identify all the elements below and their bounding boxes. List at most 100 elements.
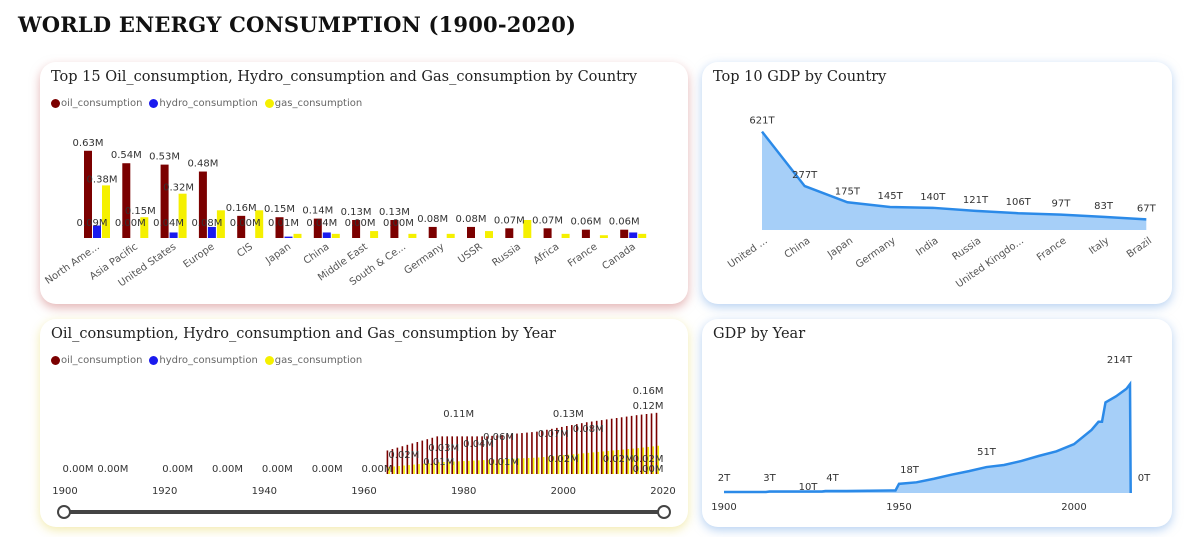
year-slider-end-handle[interactable] (657, 505, 671, 519)
legend-item-oil[interactable]: oil_consumption (51, 98, 142, 109)
bar-oil (426, 439, 429, 474)
bar-gas (413, 464, 415, 474)
legend-item-hydro[interactable]: hydro_consumption (149, 355, 258, 366)
bar-gas (293, 233, 302, 238)
data-label: 106T (1006, 197, 1032, 208)
bar-gas (561, 233, 570, 238)
data-label: 0.00M (345, 218, 376, 229)
gdp-line (724, 380, 1132, 494)
year-slider-start-handle[interactable] (57, 505, 71, 519)
bar-oil (581, 229, 590, 238)
x-tick-label: Canada (600, 241, 637, 272)
data-label: 97T (1051, 199, 1071, 210)
bar-gas (492, 459, 495, 474)
data-label: 0.38M (87, 174, 118, 185)
bar-gas (512, 458, 515, 474)
bar-oil (481, 436, 483, 474)
bar-gas (632, 448, 635, 474)
bar-gas (178, 193, 187, 238)
bar-gas (607, 450, 610, 474)
bar-gas (418, 464, 420, 474)
x-tick-label: Europe (182, 241, 217, 270)
data-label: 145T (877, 191, 903, 202)
x-tick-label: Japan (263, 241, 293, 267)
bar-oil (630, 415, 633, 474)
data-label: 0.48M (187, 159, 218, 170)
data-label: 140T (920, 192, 946, 203)
data-label: 0.00M (162, 464, 193, 475)
x-tick-label: 1960 (351, 486, 376, 497)
data-label: 0T (1138, 473, 1151, 484)
bar-gas (537, 457, 540, 474)
chart-legend[interactable]: oil_consumption hydro_consumption gas_co… (51, 98, 362, 109)
legend-item-hydro[interactable]: hydro_consumption (149, 98, 258, 109)
gdp-line (761, 130, 1147, 221)
data-label: 0.53M (149, 152, 180, 163)
legend-item-gas[interactable]: gas_consumption (264, 355, 362, 366)
legend-marker (149, 99, 159, 108)
bar-gas (552, 456, 555, 474)
data-label: 0.14M (302, 206, 333, 217)
bar-gas (408, 233, 417, 238)
bar-oil (531, 432, 533, 474)
bar-oil (411, 443, 414, 474)
data-label: 0.32M (163, 183, 194, 194)
bar-oil (620, 417, 623, 474)
x-tick-label: 2000 (1061, 502, 1086, 513)
bar-gas (443, 462, 445, 474)
bar-gas (642, 447, 645, 474)
bar-oil (650, 413, 653, 474)
x-tick-label: China (783, 235, 813, 260)
year-bar-chart[interactable]: 0.00M 0.00M 0.00M 0.00M 0.00M 0.00M 0.00M0.11M… (40, 319, 688, 527)
data-label: 0.02M (603, 454, 634, 465)
data-label: 0.00M (63, 464, 94, 475)
bar-oil (466, 436, 468, 474)
gdp-by-year-card: GDP by Year 2T 3T 10T 4T 18T 51T 214T 0T 1900 195… (702, 319, 1172, 527)
bar-oil (352, 220, 361, 238)
data-label: 0.13M (553, 409, 584, 420)
bar-gas (140, 217, 149, 238)
bar-gas (468, 460, 470, 474)
data-label: 0.06M (609, 217, 640, 228)
bar-oil (428, 226, 437, 238)
gdp-by-country-chart[interactable]: 621T 277T 175T 145T 140T 121T 106T 97T 83T 67T Uni… (702, 62, 1172, 304)
bar-oil (655, 412, 658, 474)
x-tick-label: Russia (490, 241, 523, 268)
gdp-by-year-chart[interactable]: 2T 3T 10T 4T 18T 51T 214T 0T 1900 1950 2000 (702, 319, 1172, 527)
chart-legend[interactable]: oil_consumption hydro_consumption gas_co… (51, 355, 362, 366)
data-label: 0.12M (633, 401, 664, 412)
bar-oil (595, 420, 598, 474)
page-title: WORLD ENERGY CONSUMPTION (1900-2020) (18, 12, 577, 37)
area-fill (762, 131, 1147, 230)
x-tick-label: Japan (825, 235, 855, 261)
data-label: 0.03M (428, 443, 459, 454)
bar-gas (497, 459, 500, 474)
bar-gas (557, 455, 560, 474)
bar-oil (416, 442, 419, 474)
bar-gas (647, 446, 650, 474)
bar-gas (599, 235, 608, 238)
legend-marker (51, 99, 60, 108)
bar-oil (640, 414, 643, 474)
x-tick-label: Brazil (1125, 235, 1154, 260)
bar-gas (370, 231, 379, 238)
legend-item-gas[interactable]: gas_consumption (264, 98, 362, 109)
x-tick-label: CIS (235, 241, 255, 259)
bar-gas (562, 455, 565, 474)
bar-gas (458, 461, 460, 474)
data-label: 0.04M (306, 218, 337, 229)
bar-oil (645, 414, 648, 474)
x-tick-label: 1940 (252, 486, 277, 497)
bar-oil (546, 429, 548, 474)
bar-gas (502, 459, 505, 474)
bar-gas (532, 457, 535, 474)
area-fill (724, 384, 1131, 493)
bar-oil (511, 434, 513, 474)
x-tick-label: 1950 (886, 502, 911, 513)
data-label: 0.08M (456, 214, 487, 225)
bar-oil (441, 436, 444, 474)
bar-gas (638, 233, 647, 238)
x-tick-label: 2020 (650, 486, 675, 497)
legend-item-oil[interactable]: oil_consumption (51, 355, 142, 366)
